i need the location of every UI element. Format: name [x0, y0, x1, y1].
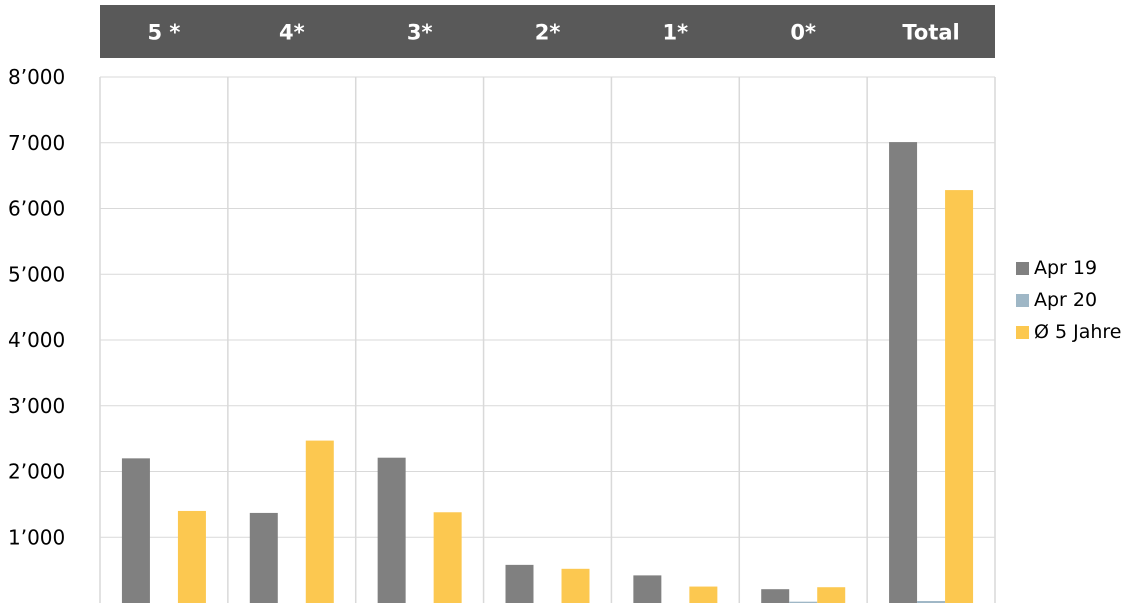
bar-apr-20-total	[917, 601, 946, 603]
y-tick-label: 4’000	[8, 328, 65, 352]
bar-apr-20-0	[789, 601, 818, 603]
gridlines	[99, 76, 996, 603]
category-label-5: 5 *	[147, 21, 180, 45]
bar-5-jahre-5	[177, 510, 206, 603]
y-tick-label: 1’000	[8, 525, 65, 549]
category-label-total: Total	[902, 21, 959, 45]
bar-apr-19-3	[377, 457, 406, 603]
legend-swatch-apr-20	[1016, 293, 1029, 307]
bar-5-jahre-2	[561, 568, 590, 603]
category-label-4: 4*	[279, 21, 305, 45]
category-header-bar: 5 * 4* 3* 2* 1* 0* Total	[100, 5, 995, 58]
legend: Apr 19 Apr 20 Ø 5 Jahre	[1016, 256, 1122, 352]
legend-label-apr-19: Apr 19	[1034, 257, 1098, 279]
bars	[121, 142, 974, 603]
legend-item-5-jahre: Ø 5 Jahre	[1016, 320, 1122, 344]
legend-item-apr-20: Apr 20	[1016, 288, 1122, 312]
header-background	[100, 5, 995, 58]
category-label-3: 3*	[407, 21, 433, 45]
y-tick-label: 7’000	[8, 131, 65, 155]
legend-item-apr-19: Apr 19	[1016, 256, 1122, 280]
legend-swatch-apr-19	[1016, 261, 1029, 275]
bar-5-jahre-total	[945, 190, 974, 603]
bar-apr-19-2	[505, 564, 534, 603]
bar-5-jahre-3	[433, 512, 462, 603]
bar-5-jahre-0	[817, 587, 846, 603]
bar-apr-19-0	[761, 589, 790, 603]
category-label-2: 2*	[535, 21, 561, 45]
legend-label-5-jahre: Ø 5 Jahre	[1034, 321, 1122, 343]
y-tick-label: 6’000	[8, 197, 65, 221]
legend-swatch-5-jahre	[1016, 325, 1029, 339]
bar-apr-19-total	[889, 142, 918, 603]
category-label-0: 0*	[790, 21, 816, 45]
bar-apr-19-1	[633, 575, 662, 603]
bar-apr-19-4	[249, 512, 278, 603]
bar-5-jahre-4	[305, 440, 334, 603]
y-tick-label: 5’000	[8, 262, 65, 286]
y-tick-label: 3’000	[8, 394, 65, 418]
y-axis-ticks: 1’000 2’000 3’000 4’000 5’000 6’000 7’000 8’000	[8, 65, 65, 549]
y-tick-label: 8’000	[8, 65, 65, 89]
bar-5-jahre-1	[689, 586, 718, 603]
y-tick-label: 2’000	[8, 460, 65, 484]
legend-label-apr-20: Apr 20	[1034, 289, 1098, 311]
bar-apr-19-5	[121, 458, 150, 603]
category-label-1: 1*	[663, 21, 689, 45]
